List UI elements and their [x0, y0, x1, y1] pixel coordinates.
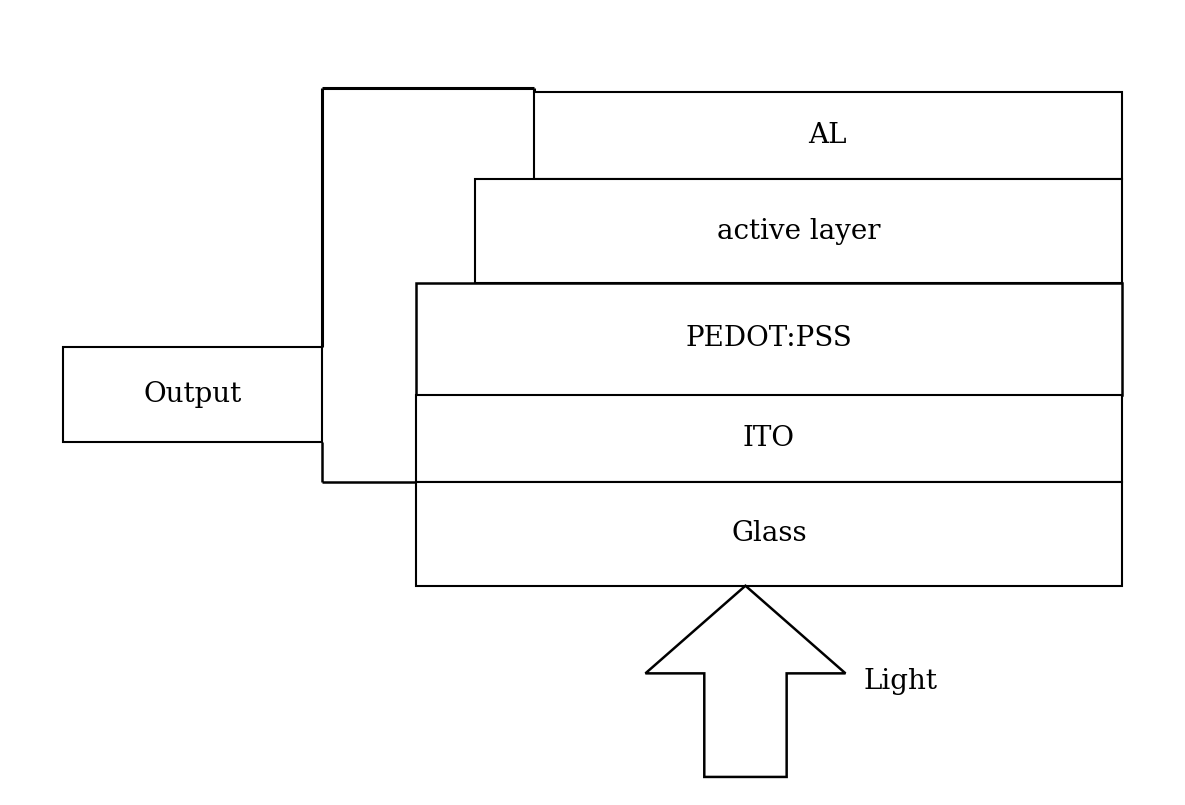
Text: Output: Output [143, 381, 242, 408]
Text: Light: Light [863, 668, 937, 695]
Bar [475, 180, 1122, 283]
Bar [63, 347, 322, 442]
Bar [533, 92, 1122, 180]
Text: ITO: ITO [743, 425, 795, 452]
Text: Glass: Glass [731, 521, 807, 547]
Bar [416, 394, 1122, 482]
Text: PEDOT:PSS: PEDOT:PSS [686, 325, 852, 353]
Bar [416, 482, 1122, 586]
Text: active layer: active layer [717, 217, 880, 245]
Text: AL: AL [808, 122, 847, 149]
Bar [416, 283, 1122, 394]
Polygon shape [646, 586, 845, 777]
